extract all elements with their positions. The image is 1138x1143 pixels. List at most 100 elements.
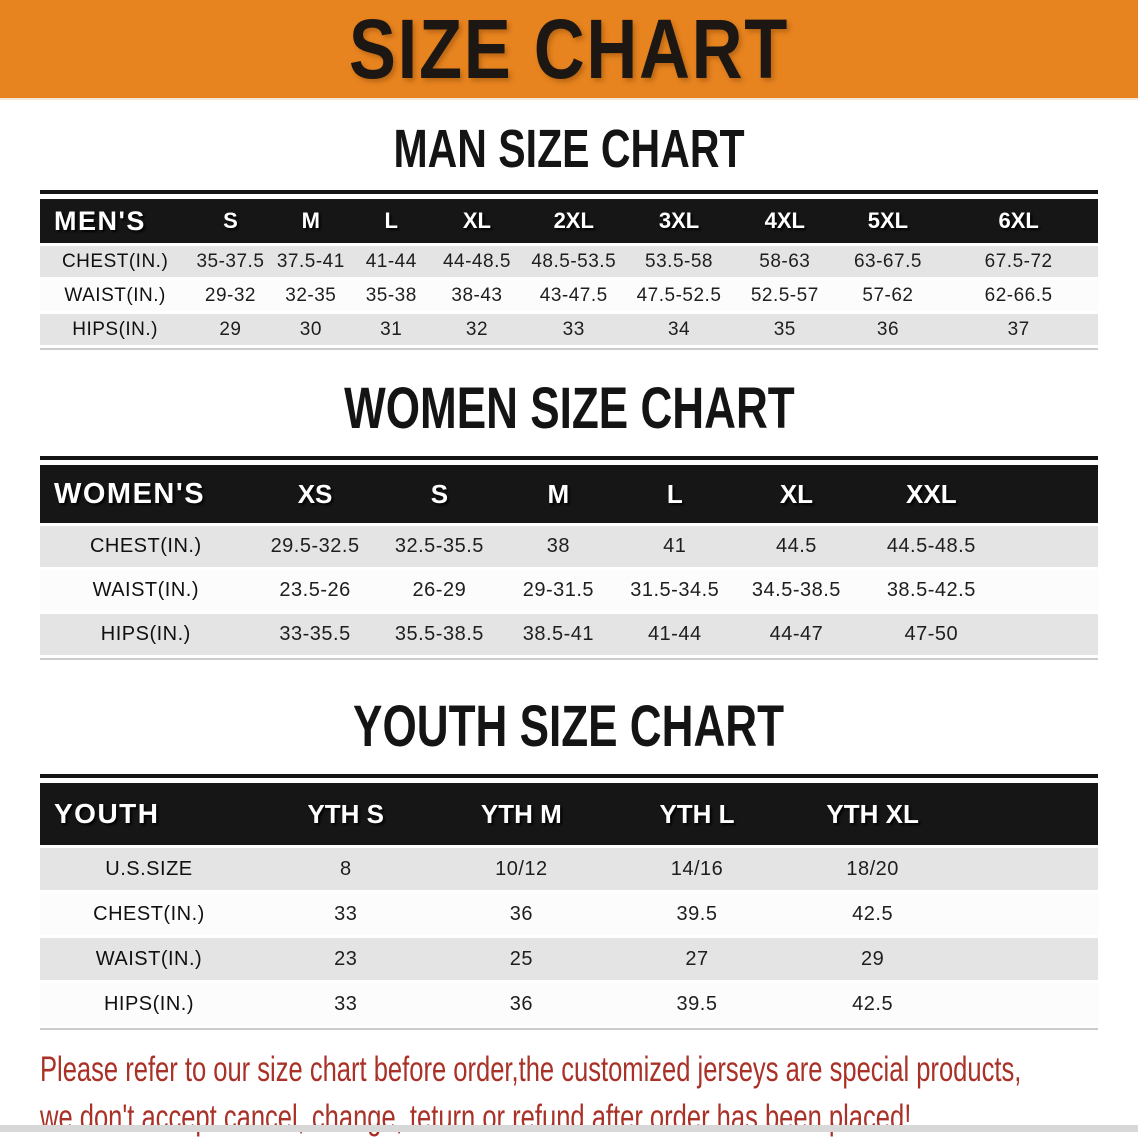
table-row: CHEST(IN.) 35-37.5 37.5-41 41-44 44-48.5 48.5… — [40, 246, 1098, 277]
measure-row-label: HIPS(IN.) — [40, 983, 258, 1025]
measure-row-label: HIPS(IN.) — [40, 314, 191, 345]
table-header-row: YOUTH YTH S YTH M YTH L YTH XL — [40, 783, 1098, 845]
size-value-cell: 35.5-38.5 — [378, 614, 501, 655]
size-value-cell: 34.5-38.5 — [732, 570, 860, 611]
size-value-cell: 36 — [836, 314, 940, 345]
size-value-cell: 38 — [500, 526, 617, 567]
size-column-header: M — [500, 465, 617, 523]
size-value-cell: 30 — [270, 314, 352, 345]
table-top-rule — [40, 456, 1098, 460]
size-column-header: S — [190, 199, 271, 243]
size-value-cell: 38-43 — [431, 280, 523, 311]
table-group-label: MEN'S — [40, 199, 191, 243]
spacer-cell — [1002, 570, 1098, 611]
size-value-cell: 29 — [784, 938, 961, 980]
size-value-cell: 39.5 — [609, 983, 785, 1025]
table-row: HIPS(IN.) 29 30 31 32 33 34 35 36 37 — [40, 314, 1098, 345]
section-heading-text: YOUTH SIZE CHART — [353, 694, 785, 759]
size-column-header: 4XL — [732, 199, 837, 243]
size-value-cell: 29 — [190, 314, 271, 345]
size-value-cell: 41 — [616, 526, 733, 567]
size-column-header: YTH S — [257, 783, 434, 845]
banner: SIZE CHART — [0, 0, 1138, 100]
size-value-cell: 33 — [257, 893, 434, 935]
measure-row-label: WAIST(IN.) — [40, 938, 258, 980]
measure-row-label: HIPS(IN.) — [40, 614, 252, 655]
size-value-cell: 29-31.5 — [500, 570, 617, 611]
size-value-cell: 42.5 — [784, 893, 961, 935]
spacer-cell — [960, 893, 1098, 935]
table-header-row: MEN'S S M L XL 2XL 3XL 4XL 5XL 6XL — [40, 199, 1098, 243]
size-column-header: L — [616, 465, 733, 523]
size-column-header: S — [378, 465, 501, 523]
size-value-cell: 44-47 — [732, 614, 860, 655]
size-column-header: 5XL — [836, 199, 940, 243]
size-value-cell: 26-29 — [378, 570, 501, 611]
size-value-cell: 29-32 — [190, 280, 271, 311]
table-row: CHEST(IN.) 33 36 39.5 42.5 — [40, 893, 1098, 935]
section-heading-text: MAN SIZE CHART — [393, 119, 745, 179]
table-row: HIPS(IN.) 33-35.5 35.5-38.5 38.5-41 41-44 44-… — [40, 614, 1098, 655]
size-column-header: XXL — [859, 465, 1003, 523]
size-value-cell: 31 — [351, 314, 432, 345]
size-value-cell: 8 — [257, 848, 434, 890]
table-row: WAIST(IN.) 23 25 27 29 — [40, 938, 1098, 980]
measure-row-label: WAIST(IN.) — [40, 570, 252, 611]
table-top-rule — [40, 774, 1098, 778]
size-value-cell: 44.5 — [732, 526, 860, 567]
size-value-cell: 14/16 — [609, 848, 785, 890]
spacer-cell — [960, 938, 1098, 980]
spacer-cell — [960, 783, 1098, 845]
size-value-cell: 62-66.5 — [939, 280, 1098, 311]
spacer-cell — [1002, 526, 1098, 567]
spacer-cell — [1002, 614, 1098, 655]
size-value-cell: 67.5-72 — [939, 246, 1098, 277]
measure-row-label: WAIST(IN.) — [40, 280, 191, 311]
size-value-cell: 23.5-26 — [251, 570, 379, 611]
section-heading: WOMEN SIZE CHART — [0, 380, 1138, 438]
size-value-cell: 44.5-48.5 — [859, 526, 1003, 567]
size-column-header: 3XL — [625, 199, 733, 243]
size-value-cell: 57-62 — [836, 280, 940, 311]
notice-line-1: Please refer to our size chart before or… — [40, 1050, 1022, 1089]
table-row: HIPS(IN.) 33 36 39.5 42.5 — [40, 983, 1098, 1025]
size-value-cell: 38.5-42.5 — [859, 570, 1003, 611]
size-value-cell: 36 — [433, 893, 610, 935]
size-value-cell: 32-35 — [270, 280, 352, 311]
size-value-cell: 35 — [732, 314, 837, 345]
size-value-cell: 41-44 — [351, 246, 432, 277]
size-column-header: XL — [732, 465, 860, 523]
table-row: U.S.SIZE 8 10/12 14/16 18/20 — [40, 848, 1098, 890]
size-value-cell: 52.5-57 — [732, 280, 837, 311]
size-column-header: XL — [431, 199, 523, 243]
size-value-cell: 48.5-53.5 — [522, 246, 626, 277]
man-size-chart-section: MAN SIZE CHART MEN'S S M L XL 2XL 3XL 4XL 5XL 6XL… — [0, 122, 1138, 350]
size-value-cell: 32 — [431, 314, 523, 345]
banner-title: SIZE CHART — [348, 2, 790, 96]
man-table: MEN'S S M L XL 2XL 3XL 4XL 5XL 6XL CHEST(IN.) 35-3… — [40, 196, 1098, 348]
size-value-cell: 43-47.5 — [522, 280, 626, 311]
measure-row-label: CHEST(IN.) — [40, 526, 252, 567]
size-column-header: YTH M — [433, 783, 610, 845]
size-value-cell: 63-67.5 — [836, 246, 940, 277]
size-value-cell: 18/20 — [784, 848, 961, 890]
spacer-cell — [1002, 465, 1098, 523]
size-value-cell: 44-48.5 — [431, 246, 523, 277]
size-value-cell: 23 — [257, 938, 434, 980]
size-value-cell: 47-50 — [859, 614, 1003, 655]
table-row: WAIST(IN.) 29-32 32-35 35-38 38-43 43-47.5 47.… — [40, 280, 1098, 311]
bottom-strip — [0, 1125, 1138, 1132]
size-column-header: 2XL — [522, 199, 626, 243]
size-value-cell: 53.5-58 — [625, 246, 733, 277]
size-value-cell: 33-35.5 — [251, 614, 379, 655]
size-column-header: YTH XL — [784, 783, 961, 845]
size-value-cell: 10/12 — [433, 848, 610, 890]
table-group-label: WOMEN'S — [40, 465, 252, 523]
women-table: WOMEN'S XS S M L XL XXL CHEST(IN.) 29.5-32.5 32.… — [40, 462, 1098, 658]
notice-line-2: we don't accept cancel, change, teturn o… — [40, 1098, 912, 1138]
spacer-cell — [960, 983, 1098, 1025]
size-value-cell: 58-63 — [732, 246, 837, 277]
sections-container: MAN SIZE CHART MEN'S S M L XL 2XL 3XL 4XL 5XL 6XL… — [0, 122, 1138, 1030]
size-value-cell: 33 — [522, 314, 626, 345]
size-value-cell: 37 — [939, 314, 1098, 345]
